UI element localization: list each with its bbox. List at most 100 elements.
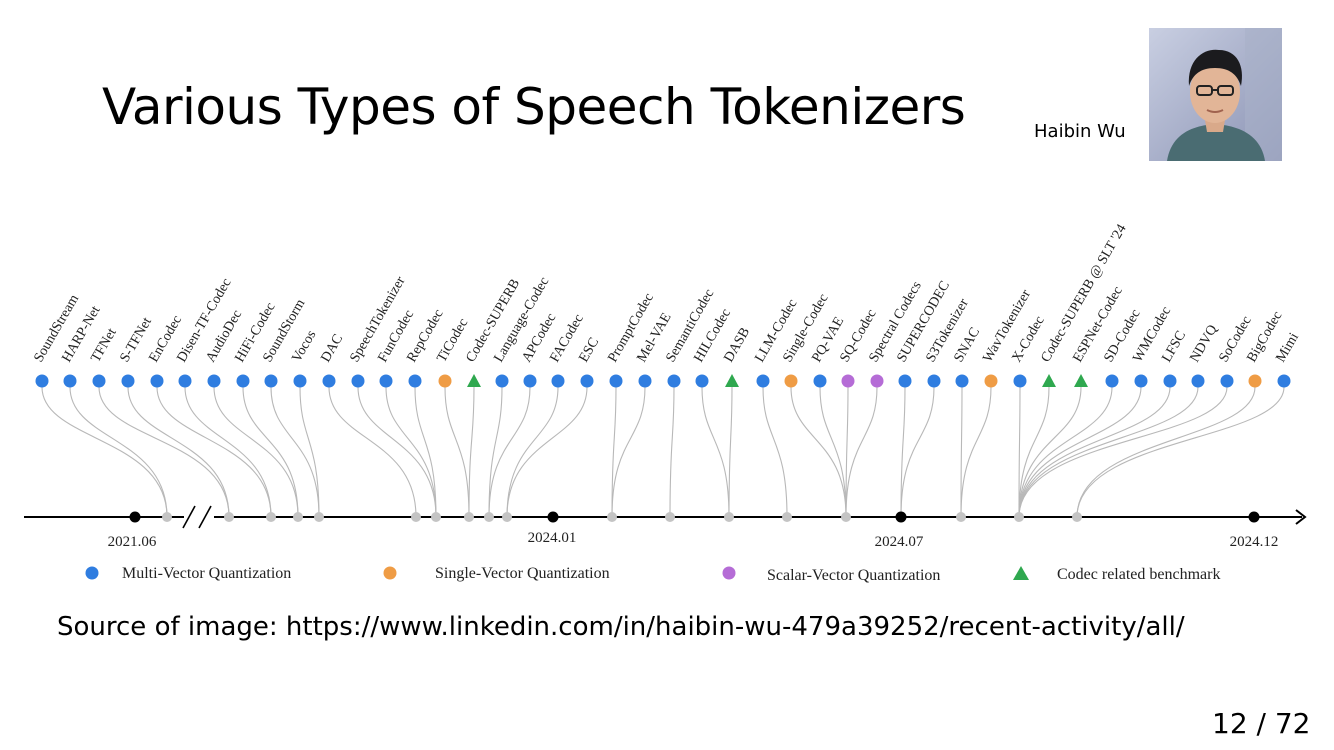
release-anchor [502, 512, 512, 522]
tokenizer-marker-mvq [150, 374, 164, 388]
tokenizer-marker-mvq [92, 374, 106, 388]
release-anchor [724, 512, 734, 522]
connector-line [242, 386, 299, 518]
legend: Multi-Vector Quantization Single-Vector … [85, 565, 1220, 584]
release-anchor [431, 512, 441, 522]
tokenizer-marker-mvq [1163, 374, 1177, 388]
tokenizer-marker-mvq [1191, 374, 1205, 388]
connector-line [900, 386, 935, 518]
connector-line [414, 386, 437, 518]
tokenizer-marker-mvq [408, 374, 422, 388]
tokenizer-label: ESC [576, 335, 602, 365]
release-anchor [293, 512, 303, 522]
release-anchor [162, 512, 172, 522]
tokenizer-marker-mvq [1134, 374, 1148, 388]
connector-line [845, 386, 849, 518]
tokenizer-marker-mvq [580, 374, 594, 388]
date-marker [1248, 511, 1260, 523]
legend-svq-marker [383, 566, 397, 580]
date-label: 2024.07 [875, 534, 924, 550]
tokenizer-marker-mvq [264, 374, 278, 388]
date-marker [547, 511, 559, 523]
release-anchor [1072, 512, 1082, 522]
release-anchor [411, 512, 421, 522]
tokenizer-label: DAC [318, 332, 346, 365]
connector-line [69, 386, 168, 518]
connector-line [184, 386, 272, 518]
tokenizer-marker-bench [467, 374, 481, 387]
release-anchor [665, 512, 675, 522]
tokenizer-label: NDVQ [1187, 322, 1220, 365]
release-anchor [484, 512, 494, 522]
connector-line [488, 386, 531, 518]
tokenizer-marker-svq [438, 374, 452, 388]
tokenizer-label: TFNet [88, 326, 119, 365]
tokenizer-marker-mvq [927, 374, 941, 388]
connector-line [701, 386, 730, 518]
connector-line [1018, 386, 1199, 518]
connector-line [444, 386, 470, 518]
connector-line [1018, 386, 1113, 518]
tokenizer-marker-mvq [523, 374, 537, 388]
legend-scalar-marker [722, 566, 736, 580]
connector-line [819, 386, 847, 518]
tokenizer-marker-mvq [667, 374, 681, 388]
release-anchor [464, 512, 474, 522]
tokenizer-label: Vocos [289, 328, 319, 365]
connector-line [611, 386, 617, 518]
tokenizer-marker-mvq [207, 374, 221, 388]
legend-bench-label: Codec related benchmark [1057, 566, 1220, 583]
connector-line [1018, 386, 1082, 518]
connector-line [1018, 386, 1228, 518]
author-name: Haibin Wu [1034, 121, 1126, 142]
connector-line [468, 386, 475, 518]
connector-line [506, 386, 559, 518]
tokenizer-marker-mvq [495, 374, 509, 388]
connector-line [127, 386, 230, 518]
tokenizer-marker-mvq [379, 374, 393, 388]
legend-bench-marker [1013, 566, 1029, 580]
release-anchor [224, 512, 234, 522]
tokenizer-marker-mvq [1277, 374, 1291, 388]
tokenizer-marker-scalar [841, 374, 855, 388]
date-marker [895, 511, 907, 523]
connector-line [1018, 386, 1021, 518]
author-photo [1149, 28, 1282, 161]
release-anchor [314, 512, 324, 522]
tokenizer-marker-svq [1248, 374, 1262, 388]
tokenizer-marker-mvq [293, 374, 307, 388]
connector-line [98, 386, 230, 518]
tokenizer-marker-mvq [351, 374, 365, 388]
connector-line [1018, 386, 1050, 518]
tokenizer-marker-mvq [236, 374, 250, 388]
legend-mvq-marker [85, 566, 99, 580]
connector-line [900, 386, 906, 518]
date-marker [129, 511, 141, 523]
legend-mvq-label: Multi-Vector Quantization [122, 565, 291, 582]
tokenizer-marker-mvq [63, 374, 77, 388]
tokenizer-marker-mvq [955, 374, 969, 388]
connector-line [328, 386, 417, 518]
tokenizer-marker-mvq [322, 374, 336, 388]
connector-line [1018, 386, 1142, 518]
connector-line [1076, 386, 1256, 518]
connector-line [1076, 386, 1285, 518]
connector-line [728, 386, 733, 518]
tokenizer-label: LFSC [1159, 329, 1189, 365]
tokenizer-marker-svq [784, 374, 798, 388]
tokenizer-marker-mvq [898, 374, 912, 388]
connector-line [845, 386, 878, 518]
tokenizer-marker-mvq [121, 374, 135, 388]
tokenizer-marker-mvq [813, 374, 827, 388]
tokenizer-label: DASB [721, 325, 753, 365]
tokenizer-marker-bench [725, 374, 739, 387]
connector-line [1018, 386, 1171, 518]
tokenizer-marker-scalar [870, 374, 884, 388]
tokenizer-marker-mvq [35, 374, 49, 388]
release-anchor [1014, 512, 1024, 522]
tokenizer-label: SNAC [951, 325, 983, 365]
tokenizer-marker-mvq [638, 374, 652, 388]
connector-line [611, 386, 646, 518]
image-source: Source of image: https://www.linkedin.co… [57, 612, 1185, 642]
release-anchor [782, 512, 792, 522]
